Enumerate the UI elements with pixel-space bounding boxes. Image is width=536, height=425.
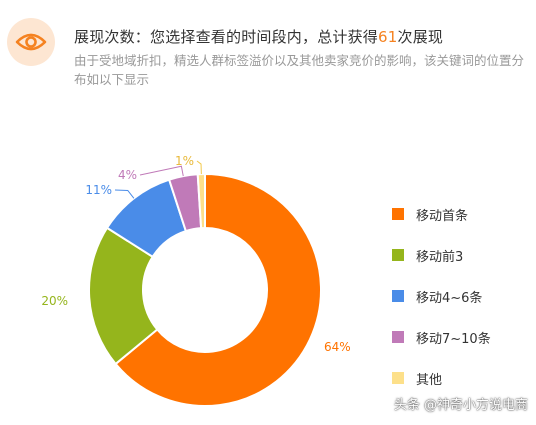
data-label: 1% xyxy=(175,154,194,168)
legend-swatch xyxy=(392,372,404,384)
eye-icon-badge xyxy=(7,18,55,66)
legend-swatch xyxy=(392,249,404,261)
watermark: 头条 @神奇小方说电商 xyxy=(393,398,528,413)
legend-label: 移动首条 xyxy=(416,209,469,224)
description-text: 由于受地域折扣，精选人群标签溢价以及其他卖家竞价的影响，该关键词的位置分布如以下… xyxy=(74,53,525,87)
data-label: 20% xyxy=(41,294,68,308)
data-label: 64% xyxy=(324,340,351,354)
leader-line xyxy=(114,189,135,199)
legend-label: 移动7~10条 xyxy=(416,332,491,347)
legend-swatch xyxy=(392,208,404,220)
eye-icon xyxy=(15,33,47,51)
legend-swatch xyxy=(392,331,404,343)
title-prefix: 展现次数：您选择查看的时间段内，总计获得 xyxy=(74,28,379,46)
data-label: 4% xyxy=(118,168,137,182)
legend-swatch xyxy=(392,290,404,302)
title-suffix: 次展现 xyxy=(397,28,444,46)
donut-slice[interactable] xyxy=(196,172,206,230)
leader-line xyxy=(196,160,202,175)
legend-label: 移动前3 xyxy=(416,250,464,265)
legend-label: 移动4~6条 xyxy=(416,291,483,306)
legend-label: 其他 xyxy=(416,373,443,388)
impression-count: 61 xyxy=(378,28,398,46)
leader-line xyxy=(139,165,184,177)
page-title: 展现次数：您选择查看的时间段内，总计获得61次展现 xyxy=(74,26,443,47)
donut-slice[interactable] xyxy=(114,172,322,407)
donut-slice[interactable] xyxy=(88,226,159,366)
data-label: 11% xyxy=(85,183,112,197)
